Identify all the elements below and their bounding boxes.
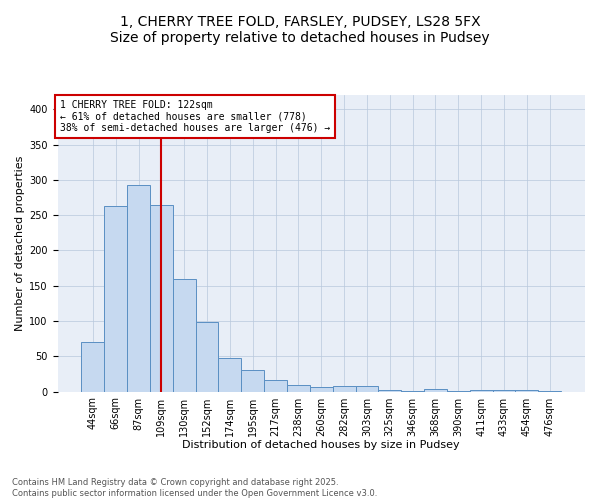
X-axis label: Distribution of detached houses by size in Pudsey: Distribution of detached houses by size … bbox=[182, 440, 460, 450]
Bar bbox=[356, 386, 379, 392]
Bar bbox=[401, 391, 424, 392]
Bar bbox=[241, 370, 264, 392]
Bar bbox=[379, 390, 401, 392]
Bar bbox=[332, 386, 356, 392]
Bar bbox=[515, 390, 538, 392]
Bar bbox=[470, 390, 493, 392]
Bar bbox=[82, 342, 104, 392]
Bar bbox=[218, 358, 241, 392]
Text: 1 CHERRY TREE FOLD: 122sqm
← 61% of detached houses are smaller (778)
38% of sem: 1 CHERRY TREE FOLD: 122sqm ← 61% of deta… bbox=[60, 100, 331, 133]
Text: Contains HM Land Registry data © Crown copyright and database right 2025.
Contai: Contains HM Land Registry data © Crown c… bbox=[12, 478, 377, 498]
Bar bbox=[310, 386, 332, 392]
Bar bbox=[287, 384, 310, 392]
Bar bbox=[538, 391, 561, 392]
Bar bbox=[424, 389, 447, 392]
Bar bbox=[196, 322, 218, 392]
Bar bbox=[150, 204, 173, 392]
Bar bbox=[264, 380, 287, 392]
Bar bbox=[104, 206, 127, 392]
Bar bbox=[127, 185, 150, 392]
Bar bbox=[447, 391, 470, 392]
Y-axis label: Number of detached properties: Number of detached properties bbox=[15, 156, 25, 331]
Text: 1, CHERRY TREE FOLD, FARSLEY, PUDSEY, LS28 5FX
Size of property relative to deta: 1, CHERRY TREE FOLD, FARSLEY, PUDSEY, LS… bbox=[110, 15, 490, 45]
Bar bbox=[493, 390, 515, 392]
Bar bbox=[173, 278, 196, 392]
